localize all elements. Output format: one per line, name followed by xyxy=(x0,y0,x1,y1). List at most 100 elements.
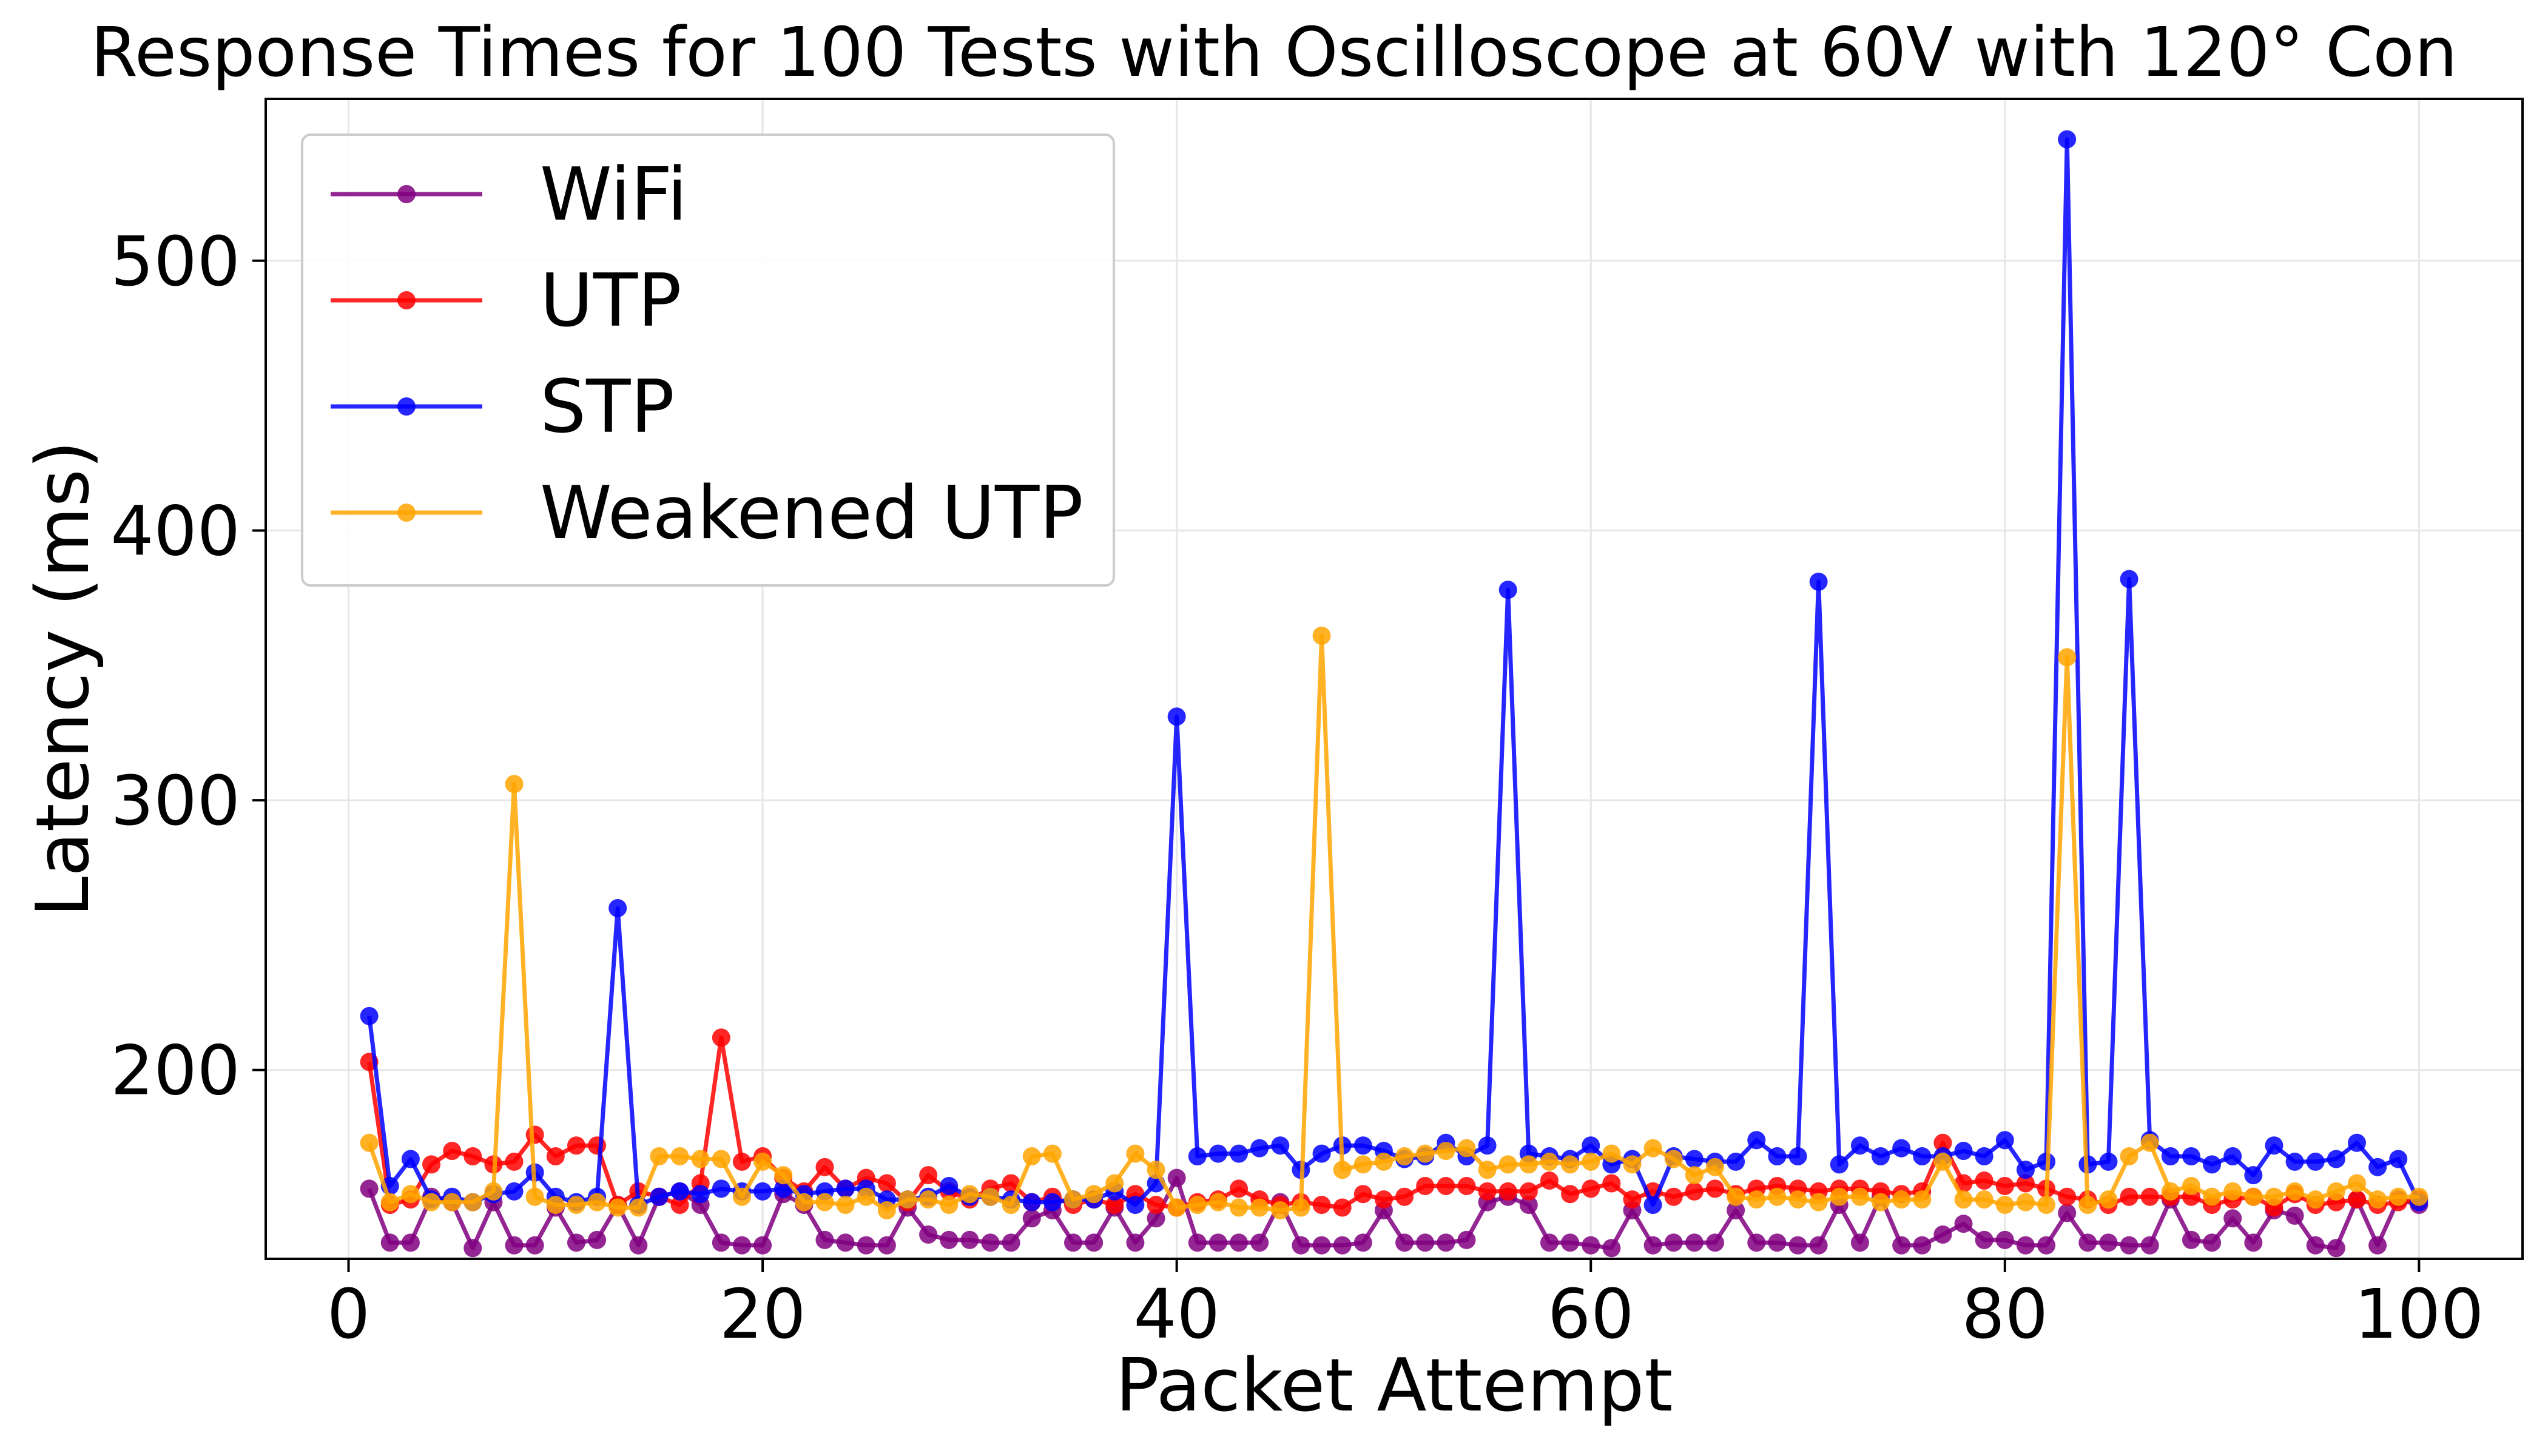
legend-swatch-marker xyxy=(397,291,416,309)
data-point xyxy=(836,1233,855,1252)
data-point xyxy=(1043,1144,1062,1163)
data-point xyxy=(1353,1185,1372,1204)
data-point xyxy=(443,1193,462,1212)
data-point xyxy=(1602,1144,1621,1163)
data-point xyxy=(1727,1201,1745,1219)
data-point xyxy=(1830,1155,1849,1174)
data-point xyxy=(1809,1236,1828,1255)
data-point xyxy=(732,1236,751,1255)
legend-item: Weakened UTP xyxy=(331,471,1084,556)
data-point xyxy=(1913,1147,1932,1166)
data-point xyxy=(588,1230,607,1249)
data-point xyxy=(2140,1236,2159,1255)
data-point xyxy=(1995,1230,2014,1249)
data-point xyxy=(360,1133,379,1152)
data-point xyxy=(2120,1147,2138,1166)
data-point xyxy=(2223,1209,2242,1228)
data-point xyxy=(525,1125,544,1144)
data-point xyxy=(1498,1182,1517,1201)
data-point xyxy=(2285,1152,2304,1171)
data-point xyxy=(1374,1190,1393,1209)
data-point xyxy=(1126,1196,1145,1215)
data-point xyxy=(1167,707,1186,726)
data-point xyxy=(1850,1136,1869,1155)
data-point xyxy=(1540,1152,1559,1171)
data-point xyxy=(2161,1147,2180,1166)
data-point xyxy=(380,1193,399,1212)
data-point xyxy=(1437,1233,1455,1252)
data-point xyxy=(836,1179,855,1198)
data-point xyxy=(422,1155,441,1174)
data-point xyxy=(753,1236,772,1255)
data-point xyxy=(2182,1147,2200,1166)
data-point xyxy=(401,1233,420,1252)
data-point xyxy=(1768,1233,1787,1252)
data-point xyxy=(1022,1147,1041,1166)
data-point xyxy=(919,1190,938,1209)
data-point xyxy=(1437,1176,1455,1195)
data-point xyxy=(1312,1196,1331,1215)
data-point xyxy=(1913,1190,1932,1209)
y-tick-label: 500 xyxy=(110,223,240,302)
data-point xyxy=(463,1239,482,1258)
data-point xyxy=(2389,1150,2408,1168)
data-point xyxy=(380,1233,399,1252)
data-point xyxy=(2327,1150,2345,1168)
legend-swatch-marker xyxy=(397,397,416,416)
data-point xyxy=(1768,1187,1787,1206)
data-point xyxy=(1250,1139,1269,1158)
data-point xyxy=(1230,1233,1249,1252)
data-point xyxy=(525,1236,544,1255)
data-point xyxy=(2368,1236,2387,1255)
data-point xyxy=(2265,1136,2283,1155)
data-point xyxy=(1975,1190,1994,1209)
data-point xyxy=(2099,1152,2118,1171)
data-point xyxy=(1437,1142,1455,1161)
data-point xyxy=(1478,1182,1497,1201)
legend-label: UTP xyxy=(540,259,682,343)
data-point xyxy=(1230,1179,1249,1198)
data-point xyxy=(2389,1187,2408,1206)
data-point xyxy=(2058,1204,2077,1222)
data-point xyxy=(1064,1233,1083,1252)
data-point xyxy=(2037,1236,2056,1255)
data-point xyxy=(1147,1161,1165,1179)
series-utp xyxy=(360,1028,2428,1217)
data-point xyxy=(1809,572,1828,591)
data-point xyxy=(2244,1233,2263,1252)
data-point xyxy=(401,1150,420,1168)
data-point xyxy=(1064,1190,1083,1209)
data-point xyxy=(1850,1233,1869,1252)
data-point xyxy=(1561,1185,1580,1204)
data-point xyxy=(940,1196,959,1215)
data-point xyxy=(1208,1144,1227,1163)
data-point xyxy=(2037,1196,2056,1215)
series-line xyxy=(367,137,2421,1207)
data-point xyxy=(898,1190,917,1209)
data-point xyxy=(1747,1233,1766,1252)
data-point xyxy=(1292,1236,1310,1255)
legend: WiFi UTP STP Weakened UTP xyxy=(301,133,1115,587)
data-point xyxy=(1540,1171,1559,1190)
data-point xyxy=(1188,1196,1207,1215)
data-point xyxy=(1312,626,1331,645)
data-point xyxy=(919,1225,938,1244)
data-point xyxy=(1747,1131,1766,1150)
data-point xyxy=(1188,1147,1207,1166)
data-point xyxy=(1519,1182,1538,1201)
data-point xyxy=(546,1196,565,1215)
data-point xyxy=(505,1236,524,1255)
data-point xyxy=(1416,1144,1435,1163)
data-point xyxy=(1022,1209,1041,1228)
data-point xyxy=(2203,1155,2222,1174)
data-point xyxy=(1933,1152,1952,1171)
x-tick-label: 60 xyxy=(1548,1275,1634,1354)
data-point xyxy=(567,1136,585,1155)
data-point xyxy=(567,1196,585,1215)
data-point xyxy=(2016,1236,2035,1255)
data-point xyxy=(1395,1187,1414,1206)
data-point xyxy=(463,1147,482,1166)
legend-label: Weakened UTP xyxy=(540,471,1084,556)
data-point xyxy=(546,1147,565,1166)
data-point xyxy=(712,1179,730,1198)
